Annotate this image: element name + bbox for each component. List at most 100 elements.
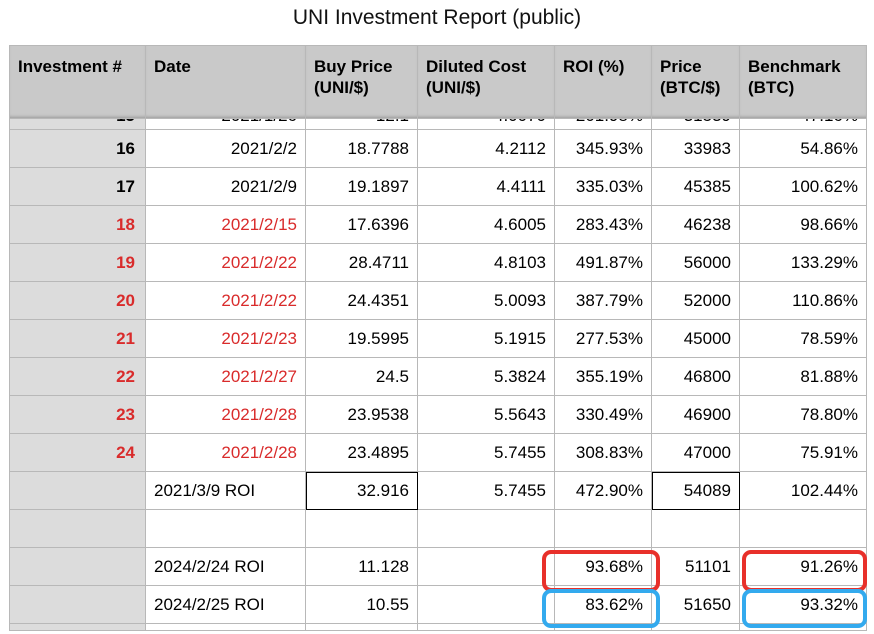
cell-date[interactable] [145,623,306,631]
cell-benchmark[interactable]: 100.62% [739,167,867,206]
cell-price[interactable]: 51101 [651,547,740,586]
cell-inv[interactable]: 15 [9,118,146,130]
cell-buy-price[interactable] [305,509,418,548]
cell-buy[interactable]: 12.1 [305,118,418,130]
cell-price[interactable]: 56000 [651,243,740,282]
cell-buy-price[interactable]: 24.4351 [305,281,418,320]
cell-benchmark[interactable]: 78.80% [739,395,867,434]
cell-diluted-cost[interactable]: 4.8103 [417,243,555,282]
cell-diluted[interactable]: 4.0070 [417,118,555,130]
cell-buy-price[interactable]: 24.5 [305,357,418,396]
cell-date[interactable]: 2021/2/2 [145,129,306,168]
cell-price[interactable] [651,623,740,631]
cell-benchmark[interactable]: 75.91% [739,433,867,472]
cell-diluted-cost[interactable] [417,547,555,586]
cell-summary-label[interactable]: 2021/3/9 ROI [145,471,306,510]
cell-bench[interactable]: 47.16% [739,118,867,130]
cell-benchmark[interactable]: 110.86% [739,281,867,320]
cell-date[interactable]: 2021/1/26 [145,118,306,130]
cell-diluted-cost[interactable]: 5.3824 [417,357,555,396]
cell-price[interactable]: 51650 [651,585,740,624]
cell-price[interactable]: 45000 [651,319,740,358]
cell-price[interactable]: 46800 [651,357,740,396]
cell-investment-number[interactable] [9,623,146,631]
cell-roi[interactable]: 472.90% [554,471,652,510]
cell-buy-price[interactable]: 23.4895 [305,433,418,472]
cell-buy-price[interactable] [305,623,418,631]
header-roi[interactable]: ROI (%) [554,45,652,119]
cell-diluted-cost[interactable] [417,509,555,548]
cell-investment-number[interactable] [9,509,146,548]
cell-price[interactable] [651,509,740,548]
cell-price[interactable]: 54089 [651,471,740,510]
cell-investment-number[interactable]: 21 [9,319,146,358]
cell-buy-price[interactable]: 17.6396 [305,205,418,244]
cell-date[interactable]: 2021/2/22 [145,281,306,320]
cell-diluted-cost[interactable]: 5.7455 [417,471,555,510]
header-diluted-cost[interactable]: Diluted Cost (UNI/$) [417,45,555,119]
cell-price[interactable]: 52000 [651,281,740,320]
cell-roi[interactable]: 283.43% [554,205,652,244]
cell-investment-number[interactable] [9,547,146,586]
cell-buy-price[interactable]: 19.5995 [305,319,418,358]
cell-buy-price[interactable]: 28.4711 [305,243,418,282]
header-benchmark[interactable]: Benchmark (BTC) [739,45,867,119]
cell-roi[interactable]: 330.49% [554,395,652,434]
cell-date[interactable]: 2021/2/9 [145,167,306,206]
cell-diluted-cost[interactable]: 5.5643 [417,395,555,434]
cell-benchmark[interactable]: 133.29% [739,243,867,282]
cell-diluted-cost[interactable]: 4.6005 [417,205,555,244]
cell-date[interactable]: 2021/2/28 [145,433,306,472]
cell-investment-number[interactable]: 18 [9,205,146,244]
cell-diluted-cost[interactable]: 5.1915 [417,319,555,358]
header-investment-number[interactable]: Investment # [9,45,146,119]
cell-diluted-cost[interactable]: 4.4111 [417,167,555,206]
cell-roi[interactable]: 491.87% [554,243,652,282]
cell-summary-label[interactable]: 2024/2/24 ROI [145,547,306,586]
cell-date[interactable]: 2021/2/22 [145,243,306,282]
cell-benchmark[interactable]: 54.86% [739,129,867,168]
cell-date[interactable]: 2021/2/28 [145,395,306,434]
header-price[interactable]: Price (BTC/$) [651,45,740,119]
cell-diluted-cost[interactable]: 5.7455 [417,433,555,472]
cell-diluted-cost[interactable]: 4.2112 [417,129,555,168]
header-buy-price[interactable]: Buy Price (UNI/$) [305,45,418,119]
cell-price[interactable]: 45385 [651,167,740,206]
cell-investment-number[interactable]: 22 [9,357,146,396]
cell-roi[interactable]: 201.98% [554,118,652,130]
cell-roi[interactable]: 345.93% [554,129,652,168]
header-date[interactable]: Date [145,45,306,119]
cell-benchmark[interactable]: 81.88% [739,357,867,396]
cell-investment-number[interactable]: 23 [9,395,146,434]
cell-roi[interactable]: 277.53% [554,319,652,358]
cell-price[interactable]: 33983 [651,129,740,168]
cell-diluted-cost[interactable]: 5.0093 [417,281,555,320]
cell-summary-label[interactable]: 2024/2/25 ROI [145,585,306,624]
cell-buy-price[interactable]: 19.1897 [305,167,418,206]
cell-investment-number[interactable]: 17 [9,167,146,206]
cell-date[interactable]: 2021/2/27 [145,357,306,396]
cell-benchmark[interactable]: 78.59% [739,319,867,358]
cell-investment-number[interactable]: 20 [9,281,146,320]
cell-roi[interactable] [554,509,652,548]
cell-buy-price[interactable]: 10.55 [305,585,418,624]
cell-investment-number[interactable] [9,471,146,510]
cell-price[interactable]: 46900 [651,395,740,434]
cell-date[interactable]: 2021/2/23 [145,319,306,358]
cell-diluted-cost[interactable] [417,585,555,624]
cell-buy-price[interactable]: 18.7788 [305,129,418,168]
cell-date[interactable] [145,509,306,548]
cell-investment-number[interactable]: 24 [9,433,146,472]
cell-benchmark[interactable]: 102.44% [739,471,867,510]
cell-roi[interactable]: 335.03% [554,167,652,206]
cell-investment-number[interactable]: 19 [9,243,146,282]
cell-buy-price[interactable]: 32.916 [305,471,418,510]
cell-diluted-cost[interactable] [417,623,555,631]
cell-date[interactable]: 2021/2/15 [145,205,306,244]
cell-investment-number[interactable]: 16 [9,129,146,168]
cell-benchmark[interactable]: 98.66% [739,205,867,244]
cell-buy-price[interactable]: 11.128 [305,547,418,586]
cell-benchmark[interactable] [739,509,867,548]
cell-buy-price[interactable]: 23.9538 [305,395,418,434]
cell-roi[interactable]: 308.83% [554,433,652,472]
